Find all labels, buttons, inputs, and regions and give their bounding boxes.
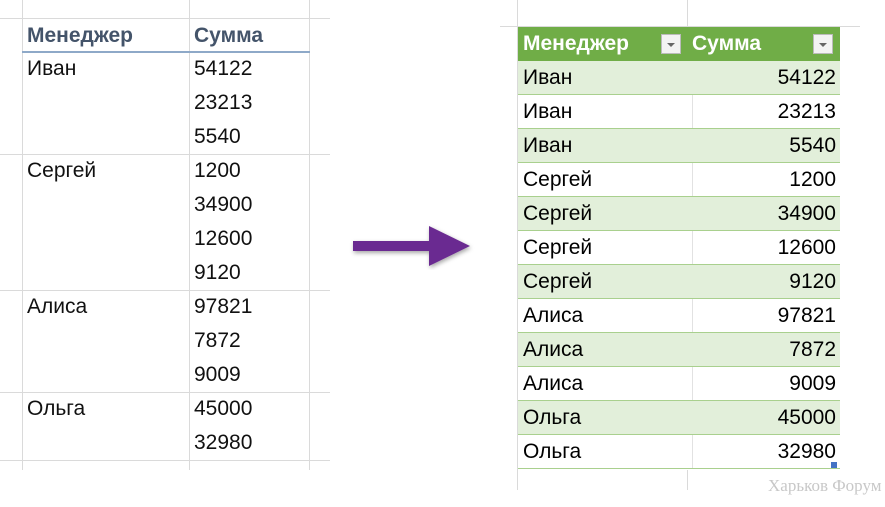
table-row: Алиса 9009 xyxy=(518,367,840,401)
table-row: Сергей 1200 xyxy=(518,163,840,197)
table-row: Иван 5540 xyxy=(518,129,840,163)
manager-cell[interactable]: Сергей xyxy=(518,265,693,298)
header-label: Менеджер xyxy=(523,32,629,55)
formatted-table: Менеджер Сумма Иван 54122 Иван 23213 Иван 554… xyxy=(518,27,840,469)
table-row: Иван 54122 xyxy=(518,61,840,95)
watermark: Харьков Форум xyxy=(768,476,882,495)
manager-cell[interactable]: Ольга xyxy=(518,401,693,434)
header-manager[interactable]: Менеджер xyxy=(518,27,687,61)
header-sum[interactable]: Сумма xyxy=(687,27,840,61)
manager-cell[interactable]: Сергей xyxy=(518,163,693,196)
manager-cell[interactable]: Сергей xyxy=(518,231,693,264)
sum-cell[interactable]: 9120 xyxy=(789,270,836,293)
left-header-manager: Менеджер xyxy=(27,24,133,47)
left-manager-cell[interactable]: Ольга xyxy=(27,397,86,420)
manager-cell[interactable]: Иван xyxy=(518,61,693,94)
sum-cell[interactable]: 7872 xyxy=(789,338,836,361)
left-manager-cell[interactable]: Сергей xyxy=(27,159,97,182)
table-row: Алиса 7872 xyxy=(518,333,840,367)
table-row: Иван 23213 xyxy=(518,95,840,129)
sum-cell[interactable]: 1200 xyxy=(789,168,836,191)
sum-cell[interactable]: 54122 xyxy=(777,66,836,89)
left-sum-cell[interactable]: 97821 xyxy=(194,295,253,318)
manager-cell[interactable]: Иван xyxy=(518,129,693,162)
table-row: Алиса 97821 xyxy=(518,299,840,333)
left-sum-cell[interactable]: 32980 xyxy=(194,431,253,454)
sum-cell[interactable]: 34900 xyxy=(777,202,836,225)
sum-cell[interactable]: 9009 xyxy=(789,372,836,395)
left-sum-cell[interactable]: 7872 xyxy=(194,329,241,352)
sum-cell[interactable]: 45000 xyxy=(777,406,836,429)
left-sum-cell[interactable]: 5540 xyxy=(194,125,241,148)
left-manager-cell[interactable]: Алиса xyxy=(27,295,88,318)
resize-handle[interactable] xyxy=(831,462,837,468)
table-row: Ольга 45000 xyxy=(518,401,840,435)
table-header-row: Менеджер Сумма xyxy=(518,27,840,61)
left-manager-cell[interactable]: Иван xyxy=(27,57,77,80)
table-row: Сергей 34900 xyxy=(518,197,840,231)
left-sum-cell[interactable]: 1200 xyxy=(194,159,241,182)
left-header-sum: Сумма xyxy=(194,24,264,47)
left-sum-cell[interactable]: 9009 xyxy=(194,363,241,386)
filter-dropdown-icon[interactable] xyxy=(813,34,833,54)
sum-cell[interactable]: 5540 xyxy=(789,134,836,157)
left-sum-cell[interactable]: 45000 xyxy=(194,397,253,420)
table-row: Сергей 9120 xyxy=(518,265,840,299)
manager-cell[interactable]: Алиса xyxy=(518,367,693,400)
left-sum-cell[interactable]: 9120 xyxy=(194,261,241,284)
filter-dropdown-icon[interactable] xyxy=(661,34,681,54)
header-label: Сумма xyxy=(692,32,762,55)
arrow-right-icon xyxy=(353,226,470,266)
left-sum-cell[interactable]: 12600 xyxy=(194,227,253,250)
manager-cell[interactable]: Сергей xyxy=(518,197,693,230)
manager-cell[interactable]: Ольга xyxy=(518,435,693,468)
sum-cell[interactable]: 23213 xyxy=(777,100,836,123)
table-row: Ольга 32980 xyxy=(518,435,840,469)
manager-cell[interactable]: Алиса xyxy=(518,299,693,332)
sum-cell[interactable]: 97821 xyxy=(777,304,836,327)
manager-cell[interactable]: Алиса xyxy=(518,333,693,366)
left-sum-cell[interactable]: 34900 xyxy=(194,193,253,216)
sum-cell[interactable]: 12600 xyxy=(777,236,836,259)
left-sum-cell[interactable]: 54122 xyxy=(194,57,253,80)
left-sum-cell[interactable]: 23213 xyxy=(194,91,253,114)
manager-cell[interactable]: Иван xyxy=(518,95,693,128)
sum-cell[interactable]: 32980 xyxy=(777,440,836,463)
table-row: Сергей 12600 xyxy=(518,231,840,265)
